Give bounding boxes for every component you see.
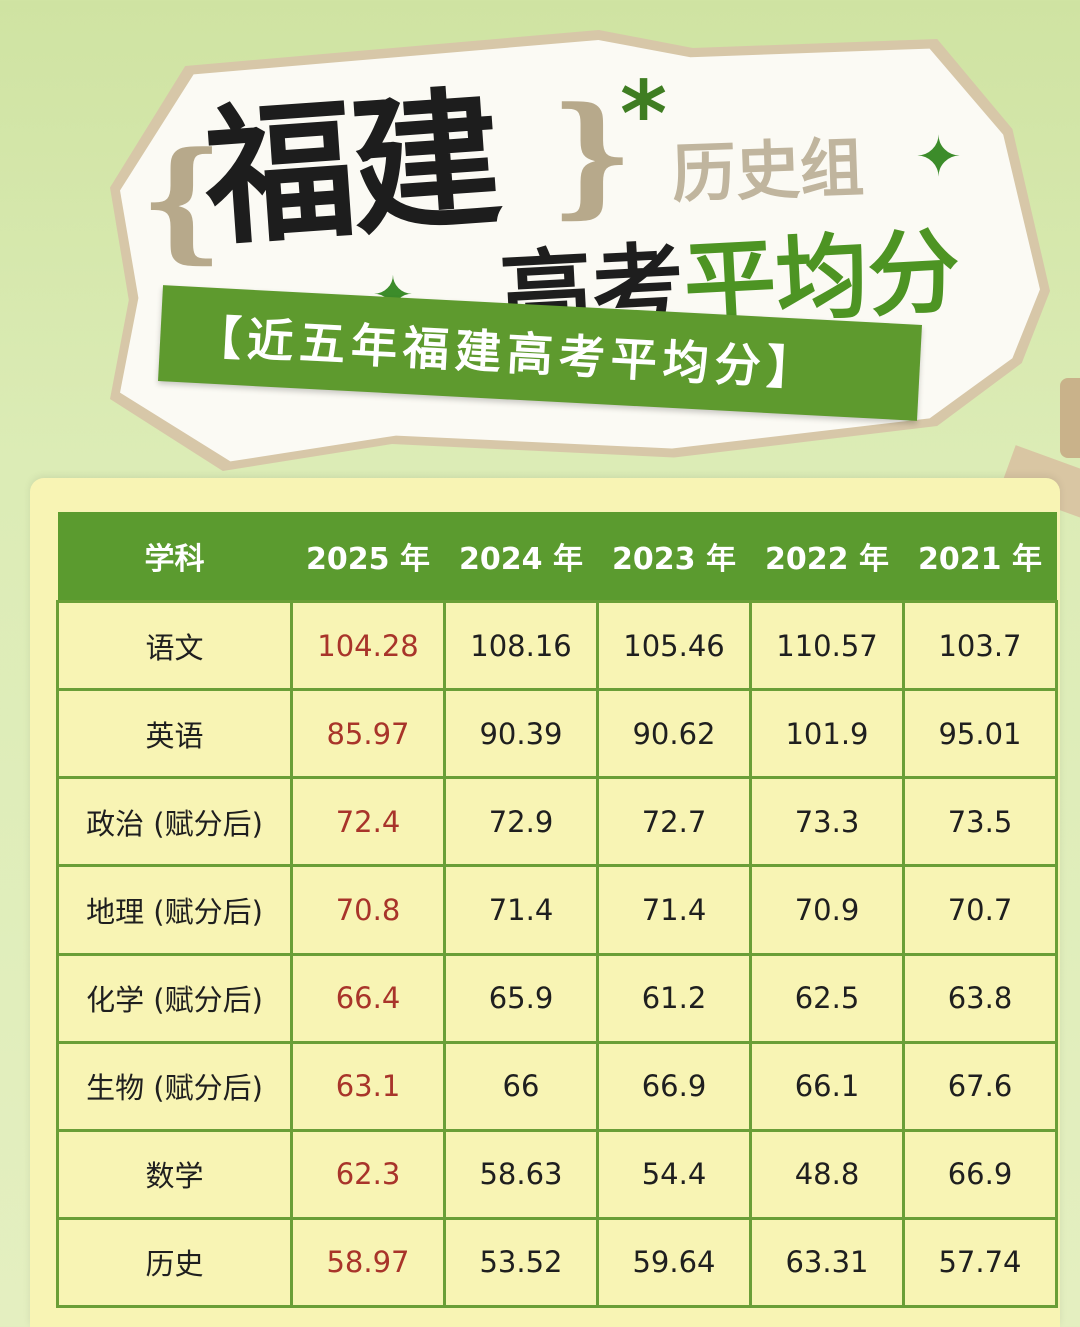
value-cell: 72.9 xyxy=(443,776,599,868)
value-cell: 62.5 xyxy=(749,952,905,1044)
header-cell: 2021 年 xyxy=(903,512,1057,602)
clip-decoration xyxy=(1060,378,1080,458)
subject-cell: 英语 xyxy=(56,688,293,780)
value-cell-2025: 58.97 xyxy=(290,1216,446,1309)
header-cell: 2023 年 xyxy=(597,512,751,602)
table-row: 地理 (赋分后) 70.8 71.4 71.4 70.9 70.7 xyxy=(56,864,1058,956)
asterisk-icon: * xyxy=(620,62,668,167)
table-row: 数学 62.3 58.63 54.4 48.8 66.9 xyxy=(56,1128,1058,1220)
value-cell: 103.7 xyxy=(902,599,1058,692)
value-cell: 72.7 xyxy=(596,776,752,868)
value-cell: 110.57 xyxy=(749,599,905,692)
value-cell: 66.9 xyxy=(596,1040,752,1132)
value-cell: 65.9 xyxy=(443,952,599,1044)
value-cell: 53.52 xyxy=(443,1216,599,1309)
value-cell: 71.4 xyxy=(443,864,599,956)
value-cell-2025: 72.4 xyxy=(290,776,446,868)
value-cell: 66.1 xyxy=(749,1040,905,1132)
group-label: 历史组 xyxy=(670,131,866,213)
subject-cell: 历史 xyxy=(56,1216,293,1309)
value-cell: 105.46 xyxy=(596,599,752,692)
value-cell-2025: 85.97 xyxy=(290,688,446,780)
value-cell: 95.01 xyxy=(902,688,1058,780)
table-row: 英语 85.97 90.39 90.62 101.9 95.01 xyxy=(56,688,1058,780)
header-cell: 2022 年 xyxy=(750,512,904,602)
value-cell: 59.64 xyxy=(596,1216,752,1309)
value-cell-2025: 104.28 xyxy=(290,599,446,692)
value-cell: 67.6 xyxy=(902,1040,1058,1132)
brace-left: { xyxy=(140,123,224,276)
header-cell: 2024 年 xyxy=(444,512,598,602)
value-cell: 70.9 xyxy=(749,864,905,956)
value-cell: 63.31 xyxy=(749,1216,905,1309)
value-cell-2025: 66.4 xyxy=(290,952,446,1044)
value-cell: 108.16 xyxy=(443,599,599,692)
value-cell-2025: 70.8 xyxy=(290,864,446,956)
subject-cell: 语文 xyxy=(56,599,293,692)
value-cell: 70.7 xyxy=(902,864,1058,956)
sparkle-icon: ✦ xyxy=(915,125,962,190)
value-cell: 73.3 xyxy=(749,776,905,868)
value-cell: 101.9 xyxy=(749,688,905,780)
value-cell: 57.74 xyxy=(902,1216,1058,1309)
value-cell: 66.9 xyxy=(902,1128,1058,1220)
scores-table: 学科 2025 年 2024 年 2023 年 2022 年 2021 年 语文… xyxy=(56,512,1058,1309)
value-cell: 58.63 xyxy=(443,1128,599,1220)
value-cell: 90.39 xyxy=(443,688,599,780)
subject-cell: 地理 (赋分后) xyxy=(56,864,293,956)
table-row: 历史 58.97 53.52 59.64 63.31 57.74 xyxy=(56,1216,1058,1309)
subject-cell: 数学 xyxy=(56,1128,293,1220)
subject-cell: 政治 (赋分后) xyxy=(56,776,293,868)
table-row: 政治 (赋分后) 72.4 72.9 72.7 73.3 73.5 xyxy=(56,776,1058,868)
value-cell: 54.4 xyxy=(596,1128,752,1220)
subject-cell: 化学 (赋分后) xyxy=(56,952,293,1044)
value-cell: 61.2 xyxy=(596,952,752,1044)
brace-right: } xyxy=(550,78,634,231)
value-cell: 48.8 xyxy=(749,1128,905,1220)
value-cell-2025: 62.3 xyxy=(290,1128,446,1220)
table-header-row: 学科 2025 年 2024 年 2023 年 2022 年 2021 年 xyxy=(57,512,1057,602)
header-cell: 学科 xyxy=(57,512,292,602)
value-cell: 71.4 xyxy=(596,864,752,956)
value-cell: 63.8 xyxy=(902,952,1058,1044)
value-cell: 66 xyxy=(443,1040,599,1132)
page-title: 福建 xyxy=(199,73,503,267)
value-cell-2025: 63.1 xyxy=(290,1040,446,1132)
table-row: 语文 104.28 108.16 105.46 110.57 103.7 xyxy=(56,599,1058,692)
value-cell: 73.5 xyxy=(902,776,1058,868)
table-row: 生物 (赋分后) 63.1 66 66.9 66.1 67.6 xyxy=(56,1040,1058,1132)
subject-cell: 生物 (赋分后) xyxy=(56,1040,293,1132)
table-row: 化学 (赋分后) 66.4 65.9 61.2 62.5 63.8 xyxy=(56,952,1058,1044)
value-cell: 90.62 xyxy=(596,688,752,780)
header-cell: 2025 年 xyxy=(291,512,445,602)
